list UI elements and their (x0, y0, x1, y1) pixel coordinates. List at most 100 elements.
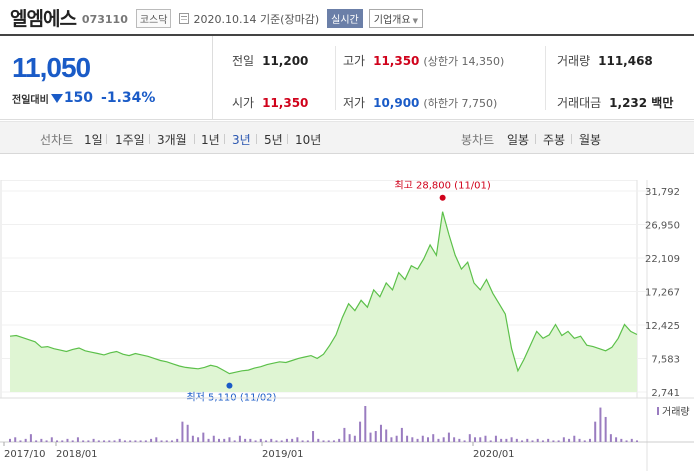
volume-bar (275, 440, 278, 442)
tab-1y[interactable]: 1년 (201, 133, 220, 147)
volume-bar (265, 440, 268, 442)
volume-bar (588, 438, 591, 442)
tab-separator (106, 134, 107, 144)
divider (545, 46, 546, 110)
volume-bar (14, 437, 17, 442)
y-axis-labels: 31,792 26,950 22,109 17,267 12,425 7,583 2,741 (645, 187, 680, 399)
volume-bar (322, 440, 325, 442)
volume-bar (505, 438, 508, 442)
stat-value: 10,900 (373, 96, 420, 110)
volume-bar (427, 437, 429, 442)
volume-bar (66, 438, 69, 442)
tab-10y[interactable]: 10년 (295, 133, 322, 147)
change-percent: -1.34% (101, 90, 156, 106)
volume-bar (197, 437, 200, 442)
volume-bar (129, 440, 132, 442)
volume-bar (536, 438, 539, 442)
stat-label: 전일 (232, 54, 255, 68)
stat-label: 시가 (232, 96, 255, 110)
stat-label: 거래대금 (557, 96, 602, 110)
volume-bar (541, 440, 544, 442)
tab-monthly[interactable]: 월봉 (579, 133, 602, 147)
price-area-fill (10, 211, 637, 392)
y-tick-label: 22,109 (645, 254, 680, 265)
volume-bar (249, 438, 252, 442)
volume-bar (270, 438, 273, 442)
chart-tabs: 선차트 1일 1주일 3개월 1년 3년 5년 10년 봉차트 일봉 주봉 월봉 (0, 121, 694, 154)
stat-sub: (하한가 7,750) (423, 97, 498, 110)
volume-bar (170, 440, 173, 442)
volume-bar (489, 440, 492, 442)
volume-bar (40, 438, 43, 442)
volume-bar (395, 435, 398, 442)
price-chart[interactable]: 31,792 26,950 22,109 17,267 12,425 7,583 2,741… (0, 180, 694, 471)
volume-bar (181, 421, 184, 442)
volume-bar (416, 438, 419, 442)
stat-low: 저가 10,900 (하한가 7,750) (343, 94, 497, 111)
volume-bar (139, 440, 142, 442)
volume-bar (353, 435, 356, 442)
tab-separator (224, 134, 225, 144)
volume-bar (343, 427, 346, 442)
volume-bar (453, 437, 456, 442)
tab-daily[interactable]: 일봉 (507, 133, 530, 147)
volume-bar (458, 438, 461, 442)
stock-code: 073110 (81, 12, 128, 26)
tab-separator (287, 134, 288, 144)
volume-bar (630, 438, 633, 442)
volume-bar (118, 438, 121, 442)
tab-1d[interactable]: 1일 (84, 133, 103, 147)
volume-bar (35, 440, 38, 442)
tab-1w[interactable]: 1주일 (115, 133, 145, 147)
stat-open: 시가 11,350 (232, 94, 308, 111)
volume-bar (113, 440, 116, 442)
volume-bar (406, 435, 409, 442)
volume-bar (374, 431, 377, 442)
volume-bar (280, 440, 283, 442)
volume-bar (625, 440, 628, 442)
tab-weekly[interactable]: 주봉 (543, 133, 566, 147)
volume-bar (29, 434, 32, 442)
volume-bar (45, 440, 48, 442)
volume-bar (447, 432, 450, 442)
current-price: 11,050 (12, 52, 91, 83)
min-marker (226, 382, 233, 389)
tab-5y[interactable]: 5년 (264, 133, 283, 147)
calendar-icon (179, 12, 190, 24)
market-badge: 코스닥 (135, 8, 172, 28)
tab-separator (149, 134, 150, 144)
stat-trade-value: 거래대금 1,232 백만 (557, 94, 673, 111)
volume-bar (568, 438, 571, 442)
volume-bar (312, 431, 315, 442)
candle-chart-label: 봉차트 (461, 133, 495, 147)
volume-bar (296, 437, 299, 442)
volume-bar (306, 440, 309, 442)
volume-bar (207, 438, 210, 442)
tab-3y[interactable]: 3년 (232, 133, 251, 147)
volume-bar (327, 440, 330, 442)
volume-bar (254, 440, 257, 442)
company-info-button[interactable]: 기업개요 ▼ (368, 8, 423, 28)
volume-bar (609, 434, 612, 442)
volume-bar (9, 438, 11, 442)
change-row: 전일대비 150 -1.34% (12, 90, 155, 106)
price-line (9, 211, 638, 375)
volume-bar (510, 437, 513, 442)
stat-sub: (상한가 14,350) (423, 55, 505, 68)
volume-bar (364, 406, 367, 442)
tab-separator (535, 134, 536, 144)
volume-bar (97, 440, 100, 442)
realtime-button[interactable]: 실시간 (327, 8, 363, 28)
volume-bar (369, 432, 372, 442)
volume-bar (165, 440, 168, 442)
tab-3m[interactable]: 3개월 (157, 133, 187, 147)
volume-bar (526, 438, 529, 442)
volume-bar (468, 434, 471, 442)
x-tick-label: 2017/10 (4, 449, 46, 460)
stat-label: 저가 (343, 96, 366, 110)
volume-bar (332, 440, 335, 442)
y-tick-label: 31,792 (645, 187, 680, 198)
volume-bar (390, 437, 393, 442)
volume-bar (500, 438, 503, 442)
volume-bar (259, 438, 262, 442)
